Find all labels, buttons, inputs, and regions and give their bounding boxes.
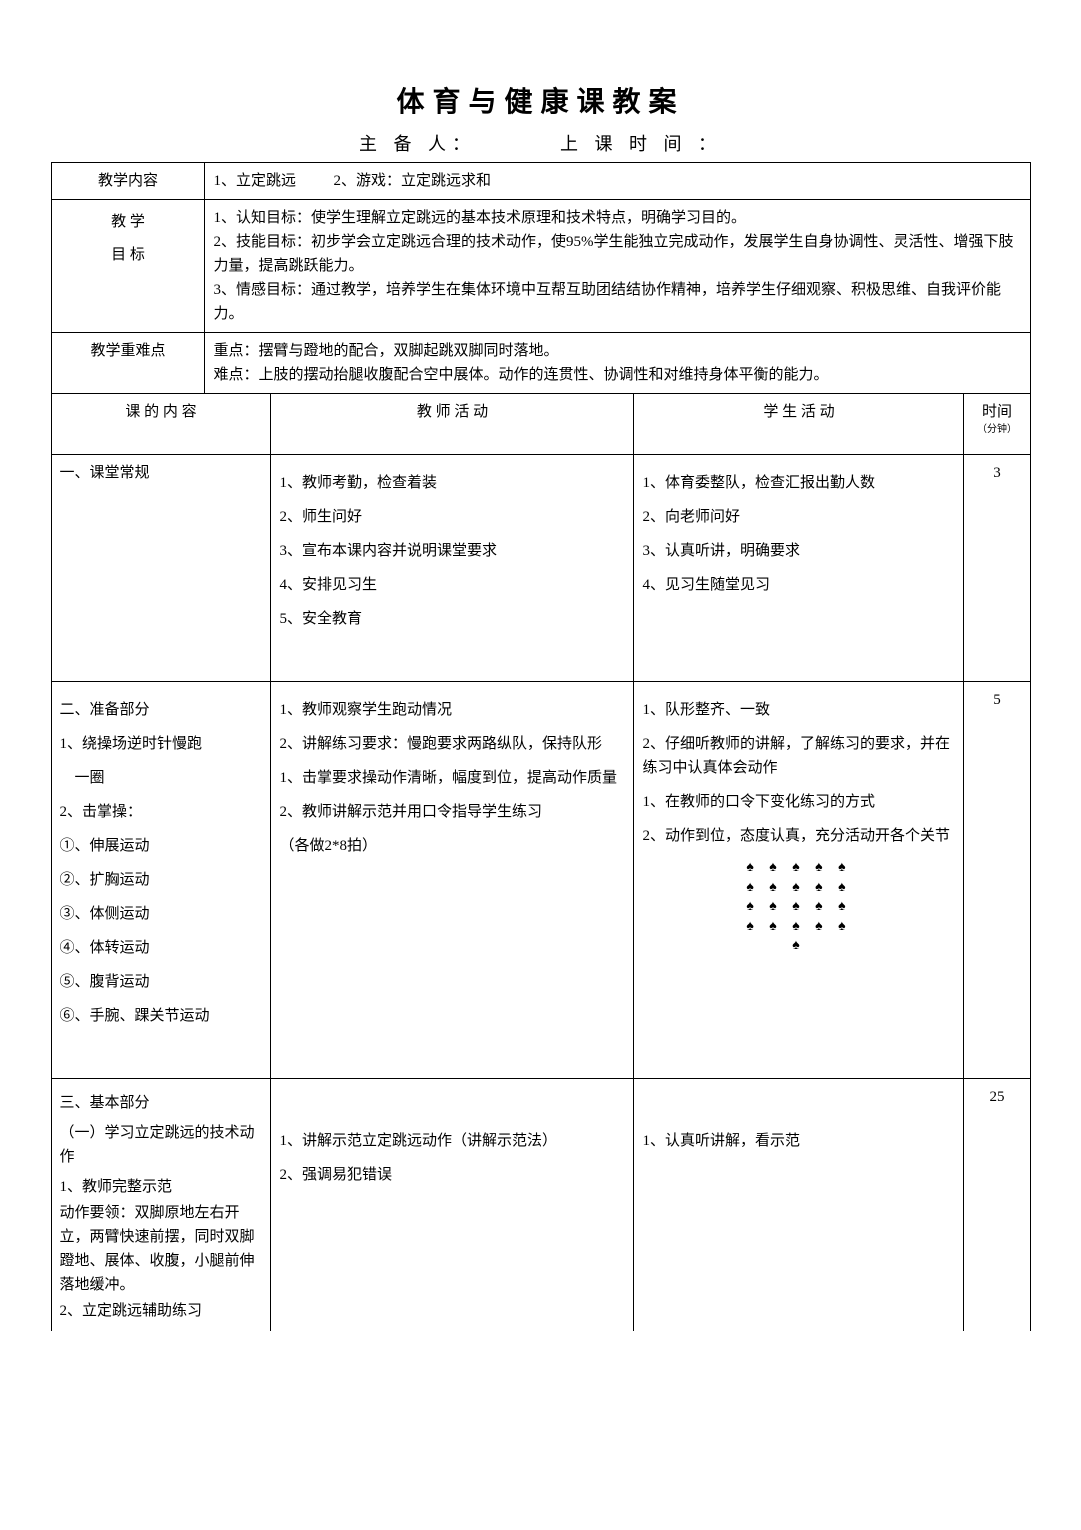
row-section-2: 二、准备部分 1、绕操场逆时针慢跑 一圈 2、击掌操： ①、伸展运动 ②、扩胸运… <box>51 682 1030 1079</box>
row-teaching-content: 教学内容 1、立定跳远 2、游戏：立定跳远求和 <box>51 163 1030 200</box>
sec1-t-2: 2、师生问好 <box>279 505 625 529</box>
content-item-1: 1、立定跳远 <box>213 173 296 189</box>
sec1-content: 一、课堂常规 <box>51 455 271 682</box>
sec2-s-2: 2、仔细听教师的讲解，了解练习的要求，并在练习中认真体会动作 <box>642 732 955 780</box>
teaching-content-label: 教学内容 <box>51 163 205 200</box>
time-unit: （分钟） <box>972 424 1021 436</box>
sec2-c-6: ④、体转运动 <box>60 936 263 960</box>
sec3-t-2: 2、强调易犯错误 <box>279 1163 625 1187</box>
sec3-c-4: 2、立定跳远辅助练习 <box>60 1299 263 1323</box>
row-teaching-goals: 教 学 目 标 1、认知目标：使学生理解立定跳远的基本技术原理和技术特点，明确学… <box>51 200 1030 333</box>
sec2-s-3: 1、在教师的口令下变化练习的方式 <box>642 790 955 814</box>
row-section-3: 三、基本部分 （一）学习立定跳远的技术动作 1、教师完整示范 动作要领：双脚原地… <box>51 1079 1030 1332</box>
sec1-time: 3 <box>964 455 1030 682</box>
content-item-2: 2、游戏：立定跳远求和 <box>334 173 492 189</box>
sec1-t-5: 5、安全教育 <box>279 607 625 631</box>
sec2-t-3: 1、击掌要求操动作清晰，幅度到位，提高动作质量 <box>279 766 625 790</box>
sec3-c-3: 动作要领：双脚原地左右开立，两臂快速前摆，同时双脚蹬地、展体、收腹，小腿前伸落地… <box>60 1201 263 1297</box>
lesson-plan-table: 教学内容 1、立定跳远 2、游戏：立定跳远求和 教 学 目 标 1、认知目标：使… <box>51 162 1031 1331</box>
key-points-label: 教学重难点 <box>51 333 205 394</box>
sec3-s-1: 1、认真听讲解，看示范 <box>642 1129 955 1153</box>
sec1-teacher: 1、教师考勤，检查着装 2、师生问好 3、宣布本课内容并说明课堂要求 4、安排见… <box>271 455 634 682</box>
sec3-title: 三、基本部分 <box>60 1091 263 1115</box>
sec2-t-1: 1、教师观察学生跑动情况 <box>279 698 625 722</box>
sec2-c-7: ⑤、腹背运动 <box>60 970 263 994</box>
sec2-t-4: 2、教师讲解示范并用口令指导学生练习 <box>279 800 625 824</box>
sec2-c-8: ⑥、手腕、踝关节运动 <box>60 1004 263 1028</box>
row-key-points: 教学重难点 重点：摆臂与蹬地的配合，双脚起跳双脚同时落地。 难点：上肢的摆动抬腿… <box>51 333 1030 394</box>
sec2-t-5: （各做2*8拍） <box>279 834 625 858</box>
key-points-value: 重点：摆臂与蹬地的配合，双脚起跳双脚同时落地。 难点：上肢的摆动抬腿收腹配合空中… <box>205 333 1030 394</box>
sec2-teacher: 1、教师观察学生跑动情况 2、讲解练习要求：慢跑要求两路纵队，保持队形 1、击掌… <box>271 682 634 1079</box>
sec1-t-4: 4、安排见习生 <box>279 573 625 597</box>
page-title: 体育与健康课教案 <box>51 80 1031 120</box>
formation-row-2: ♠ ♠ ♠ ♠ ♠ <box>642 878 955 898</box>
teaching-goals-label: 教 学 目 标 <box>51 200 205 333</box>
sec2-c-5: ③、体侧运动 <box>60 902 263 926</box>
sec2-c-1: 1、绕操场逆时针慢跑 <box>60 732 263 756</box>
sec2-title: 二、准备部分 <box>60 698 263 722</box>
goal-3: 3、情感目标：通过教学，培养学生在集体环境中互帮互助团结结协作精神，培养学生仔细… <box>213 278 1021 326</box>
sec3-teacher: 1、讲解示范立定跳远动作（讲解示范法） 2、强调易犯错误 <box>271 1079 634 1332</box>
goal-1: 1、认知目标：使学生理解立定跳远的基本技术原理和技术特点，明确学习目的。 <box>213 206 1021 230</box>
sec3-student: 1、认真听讲解，看示范 <box>634 1079 964 1332</box>
col-time: 时间 （分钟） <box>964 394 1030 455</box>
sec2-c-2: 2、击掌操： <box>60 800 263 824</box>
sec1-s-4: 4、见习生随堂见习 <box>642 573 955 597</box>
goals-label-1: 教 学 <box>111 214 145 230</box>
formation-row-4: ♠ ♠ ♠ ♠ ♠ <box>642 917 955 937</box>
sec3-content: 三、基本部分 （一）学习立定跳远的技术动作 1、教师完整示范 动作要领：双脚原地… <box>51 1079 271 1332</box>
formation-row-1: ♠ ♠ ♠ ♠ ♠ <box>642 858 955 878</box>
sec3-t-1: 1、讲解示范立定跳远动作（讲解示范法） <box>279 1129 625 1153</box>
sec2-c-3: ①、伸展运动 <box>60 834 263 858</box>
formation-row-3: ♠ ♠ ♠ ♠ ♠ <box>642 897 955 917</box>
class-time-label: 上 课 时 间 ： <box>560 134 722 154</box>
sec1-t-3: 3、宣布本课内容并说明课堂要求 <box>279 539 625 563</box>
sec2-content: 二、准备部分 1、绕操场逆时针慢跑 一圈 2、击掌操： ①、伸展运动 ②、扩胸运… <box>51 682 271 1079</box>
row-section-1: 一、课堂常规 1、教师考勤，检查着装 2、师生问好 3、宣布本课内容并说明课堂要… <box>51 455 1030 682</box>
sec2-s-4: 2、动作到位，态度认真，充分活动开各个关节 <box>642 824 955 848</box>
key-point-1: 重点：摆臂与蹬地的配合，双脚起跳双脚同时落地。 <box>213 339 1021 363</box>
sec3-time: 25 <box>964 1079 1030 1332</box>
teaching-content-value: 1、立定跳远 2、游戏：立定跳远求和 <box>205 163 1030 200</box>
sec2-c-4: ②、扩胸运动 <box>60 868 263 892</box>
sec1-t-1: 1、教师考勤，检查着装 <box>279 471 625 495</box>
goal-2: 2、技能目标：初步学会立定跳远合理的技术动作，使95%学生能独立完成动作，发展学… <box>213 230 1021 278</box>
sec2-s-1: 1、队形整齐、一致 <box>642 698 955 722</box>
sec2-c-1b: 一圈 <box>60 766 263 790</box>
formation-diagram: ♠ ♠ ♠ ♠ ♠ ♠ ♠ ♠ ♠ ♠ ♠ ♠ ♠ ♠ ♠ ♠ ♠ ♠ ♠ ♠ … <box>642 858 955 956</box>
prepare-label: 主 备 人： <box>359 134 476 154</box>
row-column-headers: 课 的 内 容 教 师 活 动 学 生 活 动 时间 （分钟） <box>51 394 1030 455</box>
sec3-c-1: （一）学习立定跳远的技术动作 <box>60 1121 263 1169</box>
sec2-student: 1、队形整齐、一致 2、仔细听教师的讲解，了解练习的要求，并在练习中认真体会动作… <box>634 682 964 1079</box>
sec2-t-2: 2、讲解练习要求：慢跑要求两路纵队，保持队形 <box>279 732 625 756</box>
sec3-c-2: 1、教师完整示范 <box>60 1175 263 1199</box>
time-label: 时间 <box>982 404 1012 420</box>
goals-label-2: 目 标 <box>111 247 145 263</box>
sec1-s-2: 2、向老师问好 <box>642 505 955 529</box>
col-teacher: 教 师 活 动 <box>271 394 634 455</box>
lesson-plan-page: 体育与健康课教案 主 备 人： 上 课 时 间 ： 教学内容 1、立定跳远 2、… <box>51 80 1031 1331</box>
sec1-s-1: 1、体育委整队，检查汇报出勤人数 <box>642 471 955 495</box>
sec2-time: 5 <box>964 682 1030 1079</box>
sec1-s-3: 3、认真听讲，明确要求 <box>642 539 955 563</box>
sec1-title: 一、课堂常规 <box>60 461 263 485</box>
subhead: 主 备 人： 上 课 时 间 ： <box>51 130 1031 156</box>
sec1-student: 1、体育委整队，检查汇报出勤人数 2、向老师问好 3、认真听讲，明确要求 4、见… <box>634 455 964 682</box>
key-point-2: 难点：上肢的摆动抬腿收腹配合空中展体。动作的连贯性、协调性和对维持身体平衡的能力… <box>213 363 1021 387</box>
teaching-goals-value: 1、认知目标：使学生理解立定跳远的基本技术原理和技术特点，明确学习目的。 2、技… <box>205 200 1030 333</box>
formation-row-5: ♠ <box>642 936 955 956</box>
col-student: 学 生 活 动 <box>634 394 964 455</box>
col-content: 课 的 内 容 <box>51 394 271 455</box>
